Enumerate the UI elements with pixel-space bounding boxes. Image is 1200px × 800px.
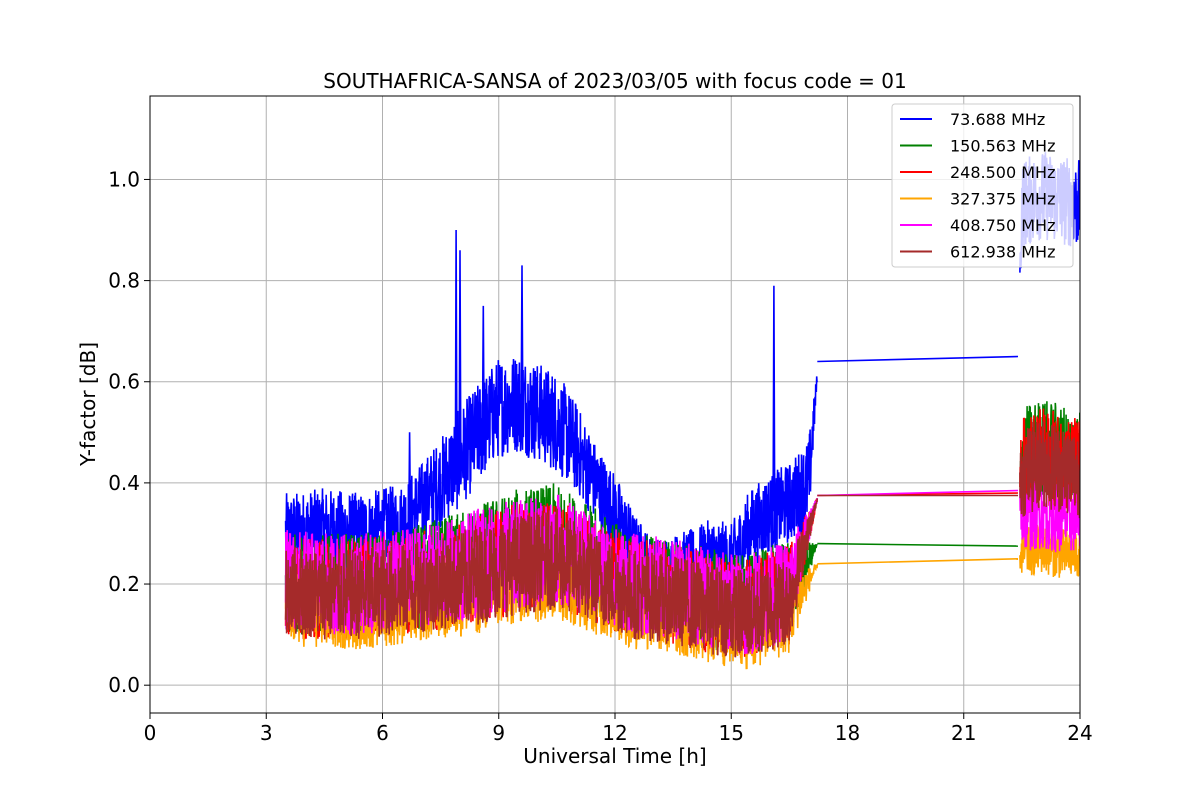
legend-entry: 150.563 MHz [950,137,1055,156]
series-layer [284,152,1080,670]
legend-entry: 408.750 MHz [950,216,1055,235]
series-spike-0-3 [772,285,776,512]
series-line-4-1 [817,489,1019,497]
series-line-3-2 [1019,524,1080,578]
series-spike-0-2 [520,265,524,405]
legend-entry: 612.938 MHz [950,243,1055,262]
legend-box [891,103,1074,268]
series-spike-0-4 [408,432,412,516]
legend-entry: 327.375 MHz [950,190,1055,209]
x-tick-label: 24 [1067,721,1092,745]
series-spike-0-0 [454,229,458,463]
ticks: 0 3 6 9 12 15 18 21 24 0.0 0.2 0.4 0.6 0.8 1.0 [108,167,1093,745]
x-tick-label: 6 [376,721,389,745]
x-tick-label: 9 [492,721,505,745]
y-axis-label: Y-factor [dB] [76,342,100,467]
series-line-0-1 [817,355,1019,363]
y-tick-label: 0.4 [108,471,140,495]
x-tick-label: 3 [260,721,273,745]
series-line-5-0 [284,498,819,658]
series-line-3-1 [817,558,1019,565]
y-tick-label: 0.8 [108,269,140,293]
x-tick-label: 18 [835,721,860,745]
x-tick-label: 21 [951,721,976,745]
x-tick-label: 12 [602,721,627,745]
y-tick-label: 0.0 [108,673,140,697]
x-axis-label: Universal Time [h] [523,744,706,768]
chart-title: SOUTHAFRICA-SANSA of 2023/03/05 with foc… [323,69,907,93]
series-line-5-2 [1019,421,1080,519]
series-5 [284,421,1080,658]
y-tick-label: 0.2 [108,572,140,596]
series-spike-0-5 [481,305,485,428]
series-spike-0-1 [458,250,462,458]
legend-entry: 73.688 MHz [950,110,1045,129]
y-tick-label: 0.6 [108,370,140,394]
x-tick-label: 0 [144,721,157,745]
x-tick-label: 15 [719,721,744,745]
y-tick-label: 1.0 [108,167,140,191]
legend: 73.688 MHz 150.563 MHz 248.500 MHz 327.375 … [891,103,1074,268]
series-line-1-1 [817,542,1019,547]
legend-entry: 248.500 MHz [950,163,1055,182]
